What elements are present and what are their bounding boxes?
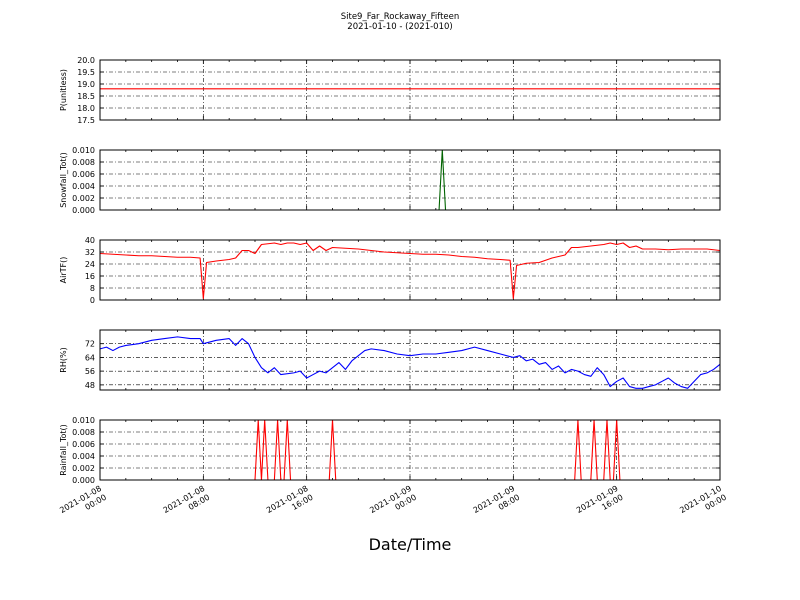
chart-subtitle: 2021-01-10 - (2021-010) (347, 22, 452, 32)
airt-axes-frame (99, 239, 721, 301)
y-tick-label: 0.008 (72, 428, 95, 437)
rh-axes-frame (99, 329, 721, 391)
y-tick-label: 0.008 (72, 158, 95, 167)
subplots: 17.5 18.0 18.5 19.0 19.5 20.0 P(unitless) 0.000… (59, 56, 721, 485)
y-tick-label: 8 (90, 284, 95, 293)
y-tick-label: 0.006 (72, 170, 95, 179)
snow-axes-frame (99, 149, 721, 211)
x-tick-label: 2021-01-0816:00 (265, 484, 315, 524)
rh-series-line (99, 336, 721, 389)
x-tick-label: 2021-01-0916:00 (575, 484, 625, 524)
snow-y-axis-label: Snowfall_Tot() (59, 152, 68, 208)
chart-title: Site9_Far_Rockaway_Fifteen (341, 12, 460, 22)
snow-panel: 0.000 0.002 0.004 0.006 0.008 0.010 Snowfall_T… (59, 146, 721, 215)
y-tick-label: 18.5 (77, 92, 95, 101)
y-tick-label: 19.0 (77, 80, 95, 89)
rain-y-axis-label: Rainfall_Tot() (59, 424, 68, 476)
y-tick-label: 19.5 (77, 68, 95, 77)
y-tick-label: 0.010 (72, 416, 95, 425)
y-tick-label: 18.0 (77, 104, 95, 113)
x-tick-label: 2021-01-0908:00 (472, 484, 522, 524)
rh-panel: 48 56 64 72 RH(%) (59, 329, 721, 391)
y-tick-label: 0.002 (72, 464, 95, 473)
y-tick-label: 56 (85, 367, 95, 376)
x-tick-label: 2021-01-0808:00 (162, 484, 212, 524)
y-tick-label: 0.002 (72, 194, 95, 203)
y-tick-label: 32 (85, 248, 95, 257)
rh-y-axis-label: RH(%) (59, 347, 68, 372)
y-tick-label: 0.000 (72, 206, 95, 215)
y-tick-label: 16 (85, 272, 95, 281)
y-tick-label: 0 (90, 296, 95, 305)
y-tick-label: 0.010 (72, 146, 95, 155)
rain-axes-frame (99, 419, 721, 481)
airt-series-line (99, 242, 721, 300)
y-tick-label: 0.000 (72, 476, 95, 485)
y-tick-label: 17.5 (77, 116, 95, 125)
p-panel: 17.5 18.0 18.5 19.0 19.5 20.0 P(unitless) (59, 56, 721, 125)
y-tick-label: 20.0 (77, 56, 95, 65)
y-tick-label: 40 (85, 236, 95, 245)
y-tick-label: 48 (85, 381, 95, 390)
x-axis-label: Date/Time (369, 535, 452, 554)
y-tick-label: 0.006 (72, 440, 95, 449)
x-tick-label: 2021-01-0800:00 (58, 484, 108, 524)
airt-panel: 0 8 16 24 32 40 AirTF() (59, 236, 721, 305)
y-tick-label: 64 (85, 353, 95, 362)
airt-y-axis-label: AirTF() (59, 257, 68, 284)
x-tick-label: 2021-01-1000:00 (678, 484, 728, 524)
y-tick-label: 0.004 (72, 182, 95, 191)
x-tick-labels: 2021-01-0800:00 2021-01-0808:00 2021-01-08… (58, 484, 728, 524)
y-tick-label: 24 (85, 260, 95, 269)
p-axes-frame (99, 59, 721, 121)
rain-panel: 0.000 0.002 0.004 0.006 0.008 0.010 Rainfall_T… (59, 416, 721, 485)
p-y-axis-label: P(unitless) (59, 69, 68, 111)
y-tick-label: 72 (85, 340, 95, 349)
x-tick-label: 2021-01-0900:00 (368, 484, 418, 524)
y-tick-label: 0.004 (72, 452, 95, 461)
